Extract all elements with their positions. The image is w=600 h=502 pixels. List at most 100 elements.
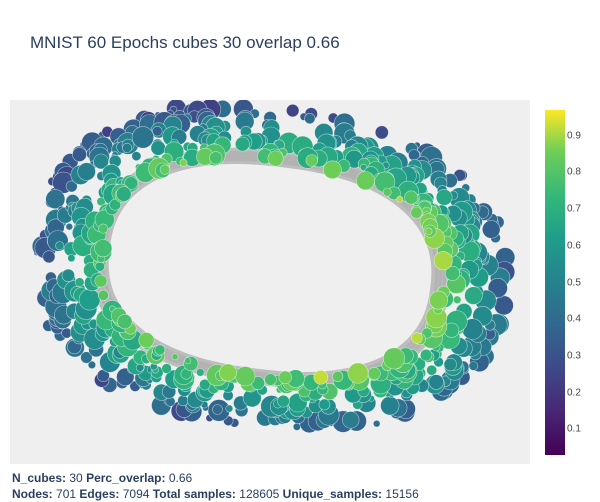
graph-node[interactable] <box>444 265 460 281</box>
graph-node[interactable] <box>264 373 277 386</box>
graph-stats-footer: N_cubes: 30 Perc_overlap: 0.66 Nodes: 70… <box>12 470 419 502</box>
graph-node[interactable] <box>219 363 237 382</box>
graph-node[interactable] <box>367 367 381 381</box>
graph-node[interactable] <box>61 268 75 282</box>
graph-node[interactable] <box>305 154 318 167</box>
graph-node[interactable] <box>212 404 223 415</box>
graph-node[interactable] <box>277 394 290 408</box>
graph-node[interactable] <box>453 295 462 305</box>
graph-node[interactable] <box>42 250 56 264</box>
graph-node[interactable] <box>87 360 96 370</box>
graph-node[interactable] <box>159 164 170 175</box>
graph-node[interactable] <box>94 261 105 272</box>
edges-label: Edges: <box>79 487 120 501</box>
edges-value: 7094 <box>122 487 150 501</box>
footer-line-2: Nodes: 701 Edges: 7094 Total samples: 12… <box>12 486 419 502</box>
graph-node[interactable] <box>74 277 85 287</box>
graph-node[interactable] <box>109 198 122 211</box>
graph-node[interactable] <box>93 153 109 170</box>
graph-node[interactable] <box>72 147 87 162</box>
graph-node[interactable] <box>199 378 211 391</box>
graph-node[interactable] <box>482 220 501 239</box>
perc-overlap-label: Perc_overlap: <box>86 471 166 485</box>
graph-node[interactable] <box>318 398 331 411</box>
graph-node[interactable] <box>355 171 375 191</box>
colorbar-tick-label: 0.6 <box>567 240 581 252</box>
graph-node[interactable] <box>404 190 419 205</box>
graph-node[interactable] <box>286 104 300 118</box>
graph-node[interactable] <box>429 290 449 310</box>
graph-node[interactable] <box>373 420 381 428</box>
graph-node[interactable] <box>313 369 329 385</box>
colorbar-tick-label: 0.1 <box>567 423 581 435</box>
unique-samples-label: Unique_samples: <box>282 487 383 501</box>
graph-node[interactable] <box>278 370 292 384</box>
total-samples-value: 128605 <box>239 487 280 501</box>
graph-node[interactable] <box>161 363 172 374</box>
graph-node[interactable] <box>383 347 406 370</box>
graph-node[interactable] <box>77 162 96 181</box>
graph-node[interactable] <box>428 374 444 390</box>
graph-node[interactable] <box>332 370 344 383</box>
graph-node[interactable] <box>493 295 514 316</box>
colorbar-tick-label: 0.5 <box>567 277 581 288</box>
graph-node[interactable] <box>234 136 250 152</box>
graph-node[interactable] <box>45 189 66 210</box>
graph-node[interactable] <box>304 113 316 125</box>
colorbar-tick-label: 0.4 <box>567 313 581 325</box>
graph-node[interactable] <box>65 222 73 231</box>
graph-node[interactable] <box>420 349 433 362</box>
graph-node[interactable] <box>80 351 93 364</box>
graph-node[interactable] <box>65 180 78 193</box>
graph-node[interactable] <box>267 150 284 167</box>
graph-node[interactable] <box>468 361 479 371</box>
graph-node[interactable] <box>225 404 234 413</box>
graph-nodes <box>31 100 516 434</box>
colorbar <box>545 110 565 455</box>
graph-node[interactable] <box>136 363 145 372</box>
graph-node[interactable] <box>374 125 389 140</box>
graph-node[interactable] <box>443 357 457 372</box>
graph-node[interactable] <box>235 366 256 387</box>
graph-node[interactable] <box>152 126 163 137</box>
graph-node[interactable] <box>184 357 192 365</box>
graph-node[interactable] <box>380 396 400 416</box>
graph-node[interactable] <box>117 314 133 330</box>
graph-node[interactable] <box>150 140 166 156</box>
graph-node[interactable] <box>55 241 65 251</box>
graph-node[interactable] <box>464 286 483 305</box>
graph-node[interactable] <box>426 364 438 376</box>
perc-overlap-value: 0.66 <box>168 471 193 485</box>
graph-node[interactable] <box>131 151 142 161</box>
graph-node[interactable] <box>410 206 423 219</box>
graph-node[interactable] <box>342 411 360 429</box>
graph-node[interactable] <box>131 126 154 149</box>
graph-node[interactable] <box>124 176 138 190</box>
graph-node[interactable] <box>209 151 223 165</box>
graph-node[interactable] <box>323 160 342 180</box>
graph-node[interactable] <box>94 239 113 258</box>
graph-node[interactable] <box>94 274 108 288</box>
mapper-graph[interactable] <box>10 100 530 464</box>
graph-node[interactable] <box>396 195 404 203</box>
graph-node[interactable] <box>116 186 132 202</box>
graph-node[interactable] <box>78 288 101 311</box>
graph-node[interactable] <box>171 353 179 361</box>
graph-node[interactable] <box>177 395 189 407</box>
graph-node[interactable] <box>97 289 109 301</box>
graph-node[interactable] <box>435 189 453 206</box>
graph-node[interactable] <box>382 187 392 197</box>
graph-node[interactable] <box>138 332 155 349</box>
graph-node[interactable] <box>154 344 166 356</box>
graph-node[interactable] <box>67 254 76 263</box>
n-cubes-value: 30 <box>69 471 83 485</box>
graph-node[interactable] <box>433 251 453 271</box>
graph-node[interactable] <box>179 158 188 167</box>
graph-node[interactable] <box>122 142 133 153</box>
nodes-value: 701 <box>56 487 77 501</box>
graph-node[interactable] <box>347 362 369 384</box>
graph-node[interactable] <box>411 332 423 344</box>
graph-node[interactable] <box>424 227 433 236</box>
graph-node[interactable] <box>98 223 109 234</box>
graph-node[interactable] <box>196 368 205 377</box>
